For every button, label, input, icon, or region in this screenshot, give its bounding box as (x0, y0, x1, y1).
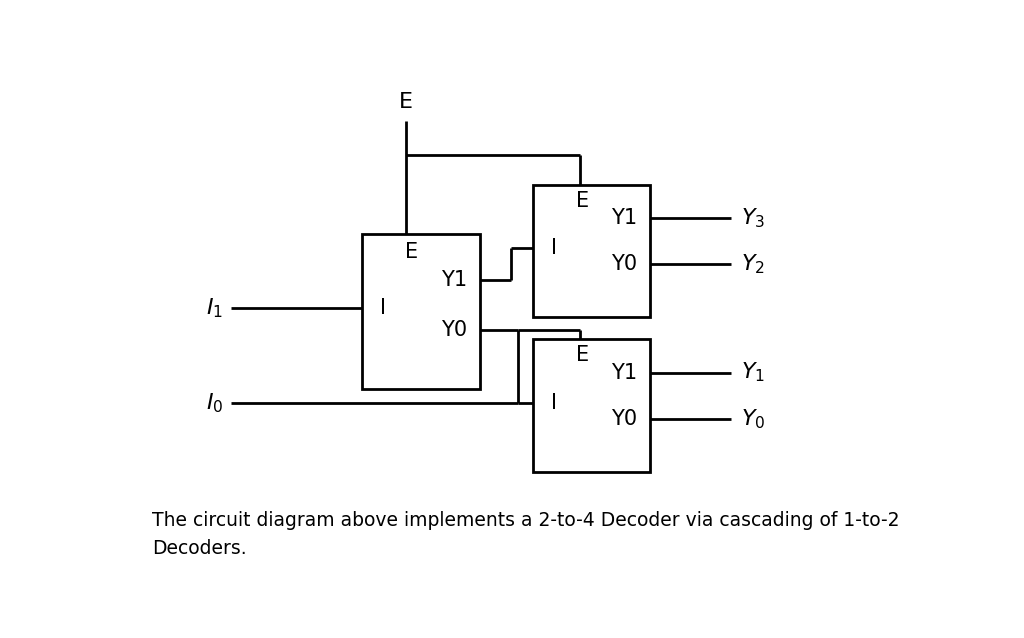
Text: Y1: Y1 (611, 362, 637, 383)
Text: E: E (398, 92, 413, 112)
Text: Y0: Y0 (611, 409, 637, 429)
Bar (362, 234, 479, 389)
Text: I: I (380, 298, 386, 318)
Text: Y1: Y1 (440, 270, 467, 290)
Text: Y0: Y0 (440, 320, 467, 339)
Text: E: E (575, 345, 589, 366)
Text: $Y_1$: $Y_1$ (740, 360, 765, 384)
Text: $Y_0$: $Y_0$ (740, 407, 765, 431)
Bar (532, 339, 650, 472)
Text: I: I (551, 393, 557, 413)
Text: $Y_2$: $Y_2$ (740, 253, 765, 276)
Bar (532, 184, 650, 317)
Text: The circuit diagram above implements a 2-to-4 Decoder via cascading of 1-to-2
De: The circuit diagram above implements a 2… (152, 511, 899, 558)
Text: $I_0$: $I_0$ (206, 391, 223, 415)
Text: I: I (551, 239, 557, 258)
Text: Y1: Y1 (611, 208, 637, 228)
Text: E: E (404, 242, 418, 262)
Text: $Y_3$: $Y_3$ (740, 206, 765, 230)
Text: $I_1$: $I_1$ (206, 296, 223, 320)
Text: Y0: Y0 (611, 254, 637, 274)
Text: E: E (575, 191, 589, 211)
